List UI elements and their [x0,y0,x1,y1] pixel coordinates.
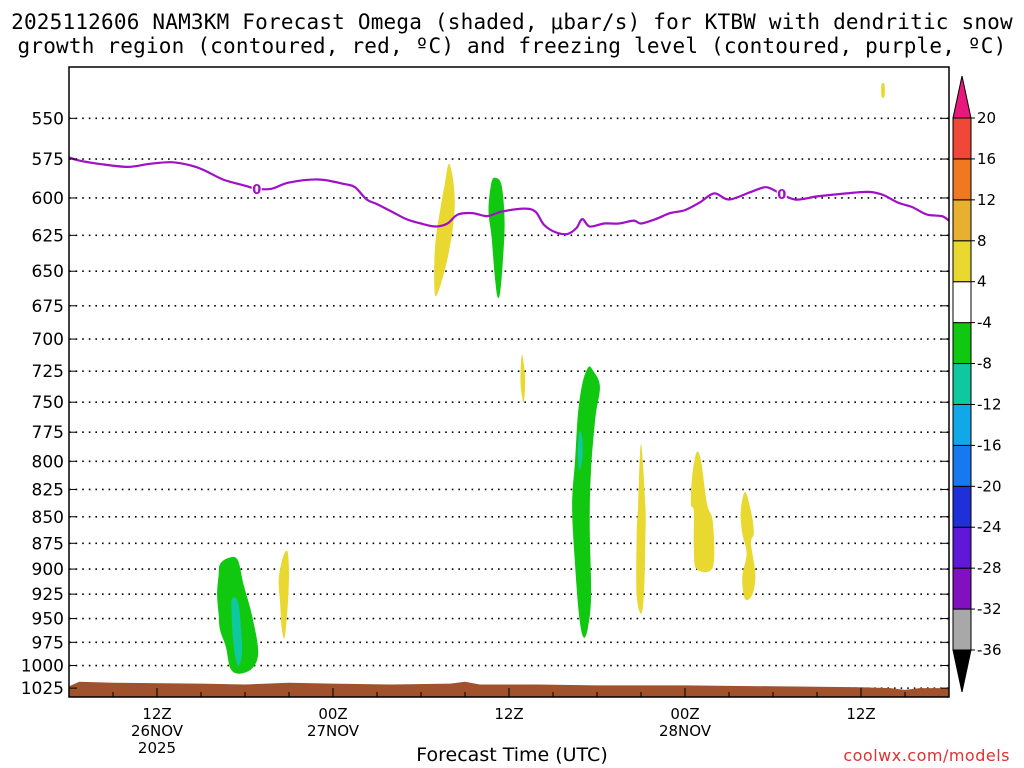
chart-title-line-1: 2025112606 NAM3KM Forecast Omega (shaded… [11,10,1013,34]
colorbar-arrow-high [952,75,972,119]
y-tick-label-1025: 1025 [21,679,64,699]
y-tick-label-850: 850 [32,508,64,528]
y-tick-label-625: 625 [32,226,64,246]
omega-region-6 [572,366,600,638]
colorbar-bin-12-16 [952,158,972,201]
x-tick-label-6-2: 2025 [138,739,176,757]
freezing-level-label-bg-0 [251,180,262,196]
y-axis: 550 575 600 625 650 675 700 725 750 775 800 825 850 8… [21,109,949,699]
y-tick-label-775: 775 [32,423,64,443]
colorbar-bin--12--8 [952,363,972,405]
y-tick-label-975: 975 [32,633,64,653]
colorbar-label-1: -32 [977,600,1002,618]
colorbar-label-6: -12 [977,395,1002,413]
y-tick-label-550: 550 [32,109,64,129]
y-tick-label-800: 800 [32,452,64,472]
colorbar-bin-8-12 [952,199,972,242]
colorbar-label-8: -4 [977,314,992,332]
omega-region-4 [488,177,505,299]
chart-title-line-2: growth region (contoured, red, ºC) and f… [17,34,1007,58]
y-tick-label-650: 650 [32,262,64,282]
x-tick-label-42-1: 28NOV [659,722,712,740]
colorbar-bin--32--28 [952,567,972,610]
y-tick-label-900: 900 [32,560,64,580]
omega-region-1 [231,597,243,667]
x-tick-label-30-0: 12Z [494,705,523,723]
omega-region-10 [740,491,756,601]
omega-region-3 [434,163,455,297]
freezing-level-label-1: 0 [777,188,786,203]
y-tick-label-700: 700 [32,330,64,350]
y-tick-label-750: 750 [32,393,64,413]
y-tick-label-600: 600 [32,189,64,209]
y-tick-label-1000: 1000 [21,657,64,677]
colorbar-label-4: -20 [977,477,1002,495]
colorbar-label-12: 16 [977,150,996,168]
x-axis-title: Forecast Time (UTC) [416,744,608,766]
y-tick-label-725: 725 [32,362,64,382]
omega-region-11 [881,82,885,98]
colorbar-label-5: -16 [977,436,1002,454]
x-tick-label-54-0: 12Z [846,705,875,723]
y-tick-label-575: 575 [32,150,64,170]
x-tick-label-6-0: 12Z [142,705,171,723]
omega-region-9 [690,451,715,573]
y-tick-label-875: 875 [32,534,64,554]
credit-link[interactable]: coolwx.com/models [843,746,1010,765]
freezing-level-label-bg-1 [776,185,787,201]
omega-shading-layer [217,82,885,674]
colorbar-bin--4-4 [952,281,972,324]
colorbar-bin--16--12 [952,403,972,446]
colorbar-bin--36--32 [952,608,972,651]
colorbar-label-11: 12 [977,191,996,209]
colorbar-label-13: 20 [977,109,996,127]
omega-region-5 [520,354,526,403]
colorbar-arrow-low [952,649,972,693]
y-tick-label-675: 675 [32,297,64,317]
colorbar: -36 -32 -28 -24 -20 -16 -12 -8 -4 4 8 12 16 20 [952,75,1002,693]
freezing-level-label-0: 0 [252,183,261,198]
omega-region-7 [577,431,583,471]
colorbar-bin--24--20 [952,485,972,528]
omega-region-2 [278,550,289,639]
colorbar-label-2: -28 [977,559,1002,577]
plot-frame [68,66,950,698]
colorbar-bin-16-20 [952,117,972,160]
colorbar-label-7: -8 [977,355,992,373]
colorbar-bin--28--24 [952,526,972,569]
y-tick-label-825: 825 [32,480,64,500]
omega-region-8 [636,444,646,614]
colorbar-label-0: -36 [977,641,1002,659]
colorbar-bin--8--4 [952,322,972,365]
x-tick-label-18-1: 27NOV [307,722,360,740]
y-tick-label-925: 925 [32,585,64,605]
colorbar-label-3: -24 [977,518,1002,536]
colorbar-label-10: 8 [977,232,987,250]
freezing-level-line [68,156,950,236]
colorbar-bin--20--16 [952,444,972,487]
x-tick-label-18-0: 00Z [318,705,347,723]
y-tick-label-950: 950 [32,610,64,630]
x-tick-label-6-1: 26NOV [131,722,184,740]
x-tick-label-42-0: 00Z [670,705,699,723]
grid-layer [69,117,949,689]
colorbar-bin-4-8 [952,240,972,283]
colorbar-label-9: 4 [977,273,987,291]
